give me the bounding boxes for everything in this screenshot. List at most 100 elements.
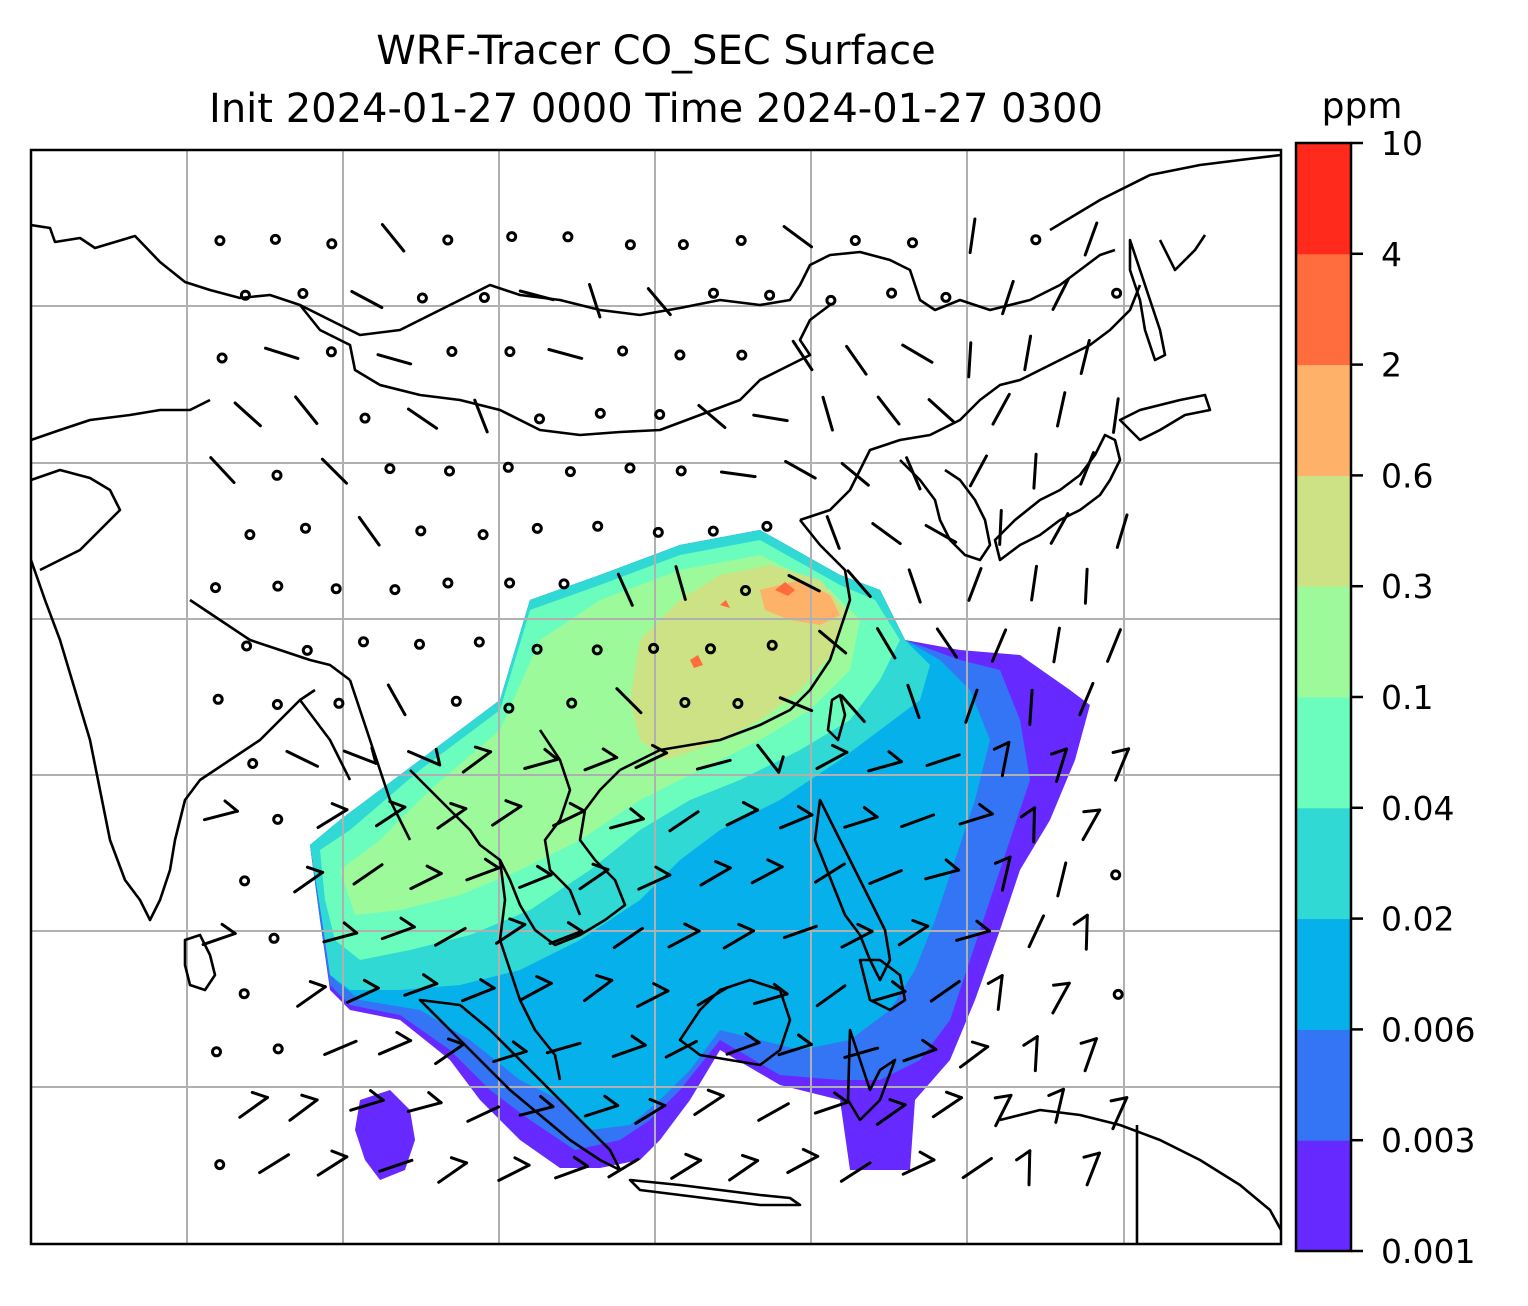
wind-barb — [693, 1088, 725, 1116]
calm-marker — [592, 520, 604, 532]
calm-marker — [562, 231, 574, 243]
wind-barb — [752, 413, 789, 423]
wind-barb — [697, 404, 727, 429]
wind-barb — [1027, 914, 1045, 949]
wind-barb — [403, 973, 439, 997]
wind-barb — [201, 922, 237, 947]
wind-barb — [840, 694, 866, 723]
wind-barb — [616, 572, 634, 607]
wind-barb — [519, 975, 553, 1002]
wind-barb — [380, 916, 416, 941]
calm-marker — [214, 1159, 226, 1171]
wind-barb — [906, 683, 921, 719]
wind-barb — [725, 1032, 761, 1056]
wind-barb — [925, 753, 961, 767]
wind-barb — [897, 919, 930, 947]
wind-barb — [376, 353, 413, 366]
colorbar-tick-label: 2 — [1381, 346, 1402, 385]
wind-barb — [583, 1094, 620, 1118]
wind-barb — [756, 743, 785, 774]
wind-barb — [612, 926, 644, 949]
colorbar-tick-label: 0.006 — [1381, 1010, 1475, 1049]
wind-barb — [1056, 861, 1068, 898]
calm-marker — [534, 413, 545, 425]
wind-barb — [668, 810, 700, 833]
calm-marker — [241, 640, 253, 652]
wind-barb — [961, 1157, 993, 1180]
calm-marker — [297, 288, 309, 299]
calm-marker — [617, 345, 629, 357]
calm-marker — [247, 758, 259, 769]
wind-barb — [1083, 567, 1089, 605]
wind-barb — [670, 1152, 703, 1180]
shade-level-0.001-island — [355, 1090, 415, 1180]
wind-barb — [1047, 1087, 1065, 1124]
calm-marker — [674, 349, 686, 361]
calm-marker — [333, 697, 345, 709]
china-south-coast — [619, 519, 852, 772]
calm-marker — [473, 636, 485, 648]
calm-marker — [705, 643, 716, 655]
calm-marker — [652, 526, 664, 538]
wind-barb — [1112, 397, 1120, 434]
wind-barb — [1049, 512, 1070, 545]
colorbar-tick-label: 0.001 — [1381, 1232, 1475, 1271]
wind-barb — [674, 565, 687, 601]
wind-barb — [434, 926, 467, 947]
wind-barb — [815, 743, 849, 770]
wind-barb — [316, 802, 349, 829]
calm-marker — [444, 465, 455, 477]
wind-barb — [667, 922, 701, 949]
wind-barb — [967, 341, 973, 379]
colorbar-block — [1296, 807, 1351, 920]
calm-wind-markers — [210, 231, 1124, 1171]
wind-barb — [968, 217, 977, 255]
russia-border — [31, 223, 1116, 337]
calm-marker — [271, 469, 283, 481]
wind-barb — [1079, 339, 1091, 375]
wind-barbs — [201, 217, 1131, 1187]
calm-marker — [214, 235, 226, 247]
wind-barb — [821, 395, 834, 432]
wind-barb — [1083, 221, 1099, 257]
wind-barb — [588, 283, 602, 319]
wind-barb — [967, 567, 983, 602]
calm-marker — [272, 813, 284, 825]
wind-barb — [407, 747, 442, 767]
wind-barb — [1111, 747, 1131, 782]
colorbar-block — [1296, 475, 1351, 587]
wind-barb — [1056, 391, 1067, 428]
wind-barb — [935, 627, 958, 659]
wind-barb — [461, 978, 496, 1003]
wind-barb — [346, 978, 380, 1004]
afghanistan-border — [31, 468, 122, 572]
wind-barb — [434, 1037, 466, 1066]
wind-barb — [637, 865, 672, 891]
myanmar-border — [348, 679, 412, 841]
wind-barb — [843, 1046, 880, 1059]
wind-barb — [782, 225, 813, 249]
wind-barb — [1079, 451, 1095, 486]
wind-barb — [1081, 808, 1102, 842]
colorbar-block — [1296, 1029, 1351, 1141]
calm-marker — [503, 702, 515, 714]
calm-marker — [272, 1043, 284, 1055]
calm-marker — [212, 693, 224, 705]
colorbar-block — [1296, 918, 1351, 1030]
wind-barb — [968, 454, 988, 488]
map-title: WRF-Tracer CO_SEC Surface — [376, 28, 936, 74]
calm-marker — [654, 409, 666, 420]
wind-barb — [924, 858, 961, 881]
wind-barb — [1078, 681, 1095, 717]
wind-barb — [1030, 564, 1038, 602]
wind-barb — [998, 509, 1003, 546]
calm-marker — [504, 577, 516, 589]
wind-barb — [548, 921, 584, 945]
wind-barb — [1109, 1096, 1129, 1131]
wind-barb — [465, 857, 501, 882]
wind-barb — [955, 919, 991, 942]
calm-marker — [450, 695, 462, 707]
wind-barb — [990, 628, 1008, 663]
calm-marker — [531, 643, 543, 655]
calm-marker — [210, 582, 221, 594]
